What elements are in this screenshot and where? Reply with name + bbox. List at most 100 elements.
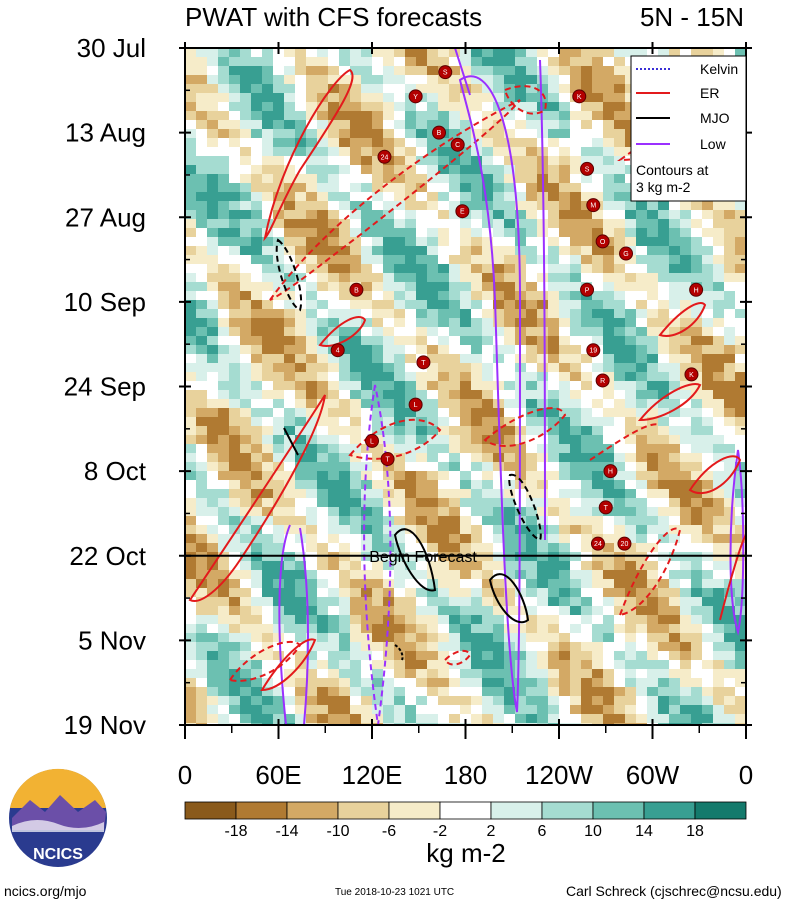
pwat-cell [240, 237, 252, 247]
pwat-cell [273, 363, 285, 373]
pwat-cell [559, 309, 571, 319]
pwat-cell [328, 633, 340, 643]
pwat-cell [625, 570, 637, 580]
pwat-cell [438, 579, 450, 589]
storm-icon [598, 500, 613, 515]
pwat-cell [603, 480, 615, 490]
pwat-cell [735, 435, 746, 445]
pwat-cell [196, 246, 208, 256]
pwat-cell [603, 102, 615, 112]
pwat-cell [383, 336, 395, 346]
pwat-cell [504, 525, 516, 535]
pwat-cell [295, 138, 307, 148]
pwat-cell [328, 444, 340, 454]
pwat-cell [647, 687, 659, 697]
pwat-cell [614, 192, 626, 202]
pwat-cell [229, 129, 241, 139]
pwat-cell [537, 111, 549, 121]
pwat-cell [251, 210, 263, 220]
pwat-cell [548, 201, 560, 211]
pwat-cell [449, 498, 461, 508]
pwat-cell [262, 669, 274, 679]
pwat-cell [185, 642, 197, 652]
pwat-cell [405, 210, 417, 220]
pwat-cell [669, 399, 681, 409]
pwat-cell [559, 300, 571, 310]
pwat-cell [273, 498, 285, 508]
pwat-cell [328, 84, 340, 94]
wave-contour [483, 407, 567, 447]
pwat-cell [614, 408, 626, 418]
pwat-cell [559, 147, 571, 157]
pwat-cell [251, 129, 263, 139]
pwat-cell [317, 273, 329, 283]
pwat-cell [647, 579, 659, 589]
pwat-cell [724, 363, 736, 373]
pwat-cell [240, 111, 252, 121]
pwat-cell [482, 453, 494, 463]
pwat-cell [361, 48, 373, 58]
pwat-cell [438, 57, 450, 67]
pwat-cell [306, 327, 318, 337]
pwat-cell [229, 174, 241, 184]
pwat-cell [581, 300, 593, 310]
pwat-cell [306, 498, 318, 508]
pwat-cell [625, 453, 637, 463]
pwat-cell [427, 219, 439, 229]
pwat-cell [438, 75, 450, 85]
pwat-cell [394, 597, 406, 607]
pwat-cell [724, 318, 736, 328]
pwat-cell [350, 345, 362, 355]
pwat-cell [339, 309, 351, 319]
pwat-cell [339, 453, 351, 463]
pwat-cell [295, 57, 307, 67]
pwat-cell [262, 489, 274, 499]
storm-id: B [354, 287, 359, 294]
pwat-cell [603, 345, 615, 355]
pwat-cell [306, 426, 318, 436]
pwat-cell [361, 642, 373, 652]
pwat-cell [614, 669, 626, 679]
pwat-cell [273, 66, 285, 76]
pwat-cell [625, 318, 637, 328]
pwat-cell [658, 462, 670, 472]
pwat-cell [559, 399, 571, 409]
pwat-cell [647, 534, 659, 544]
pwat-cell [493, 705, 505, 715]
pwat-cell [295, 75, 307, 85]
pwat-cell [350, 408, 362, 418]
pwat-cell [218, 624, 230, 634]
pwat-cell [207, 435, 219, 445]
pwat-cell [702, 507, 714, 517]
pwat-cell [548, 426, 560, 436]
pwat-cell [735, 201, 746, 211]
pwat-cell [460, 300, 472, 310]
pwat-cell [295, 390, 307, 400]
pwat-cell [460, 453, 472, 463]
pwat-cell [735, 561, 746, 571]
pwat-cell [713, 246, 725, 256]
pwat-cell [537, 57, 549, 67]
pwat-cell [240, 696, 252, 706]
storm-id: L [414, 402, 418, 409]
pwat-cell [559, 588, 571, 598]
pwat-cell [460, 633, 472, 643]
pwat-cell [328, 237, 340, 247]
pwat-cell [702, 219, 714, 229]
pwat-cell [482, 345, 494, 355]
pwat-cell [240, 624, 252, 634]
pwat-cell [394, 705, 406, 715]
pwat-cell [207, 615, 219, 625]
pwat-cell [482, 651, 494, 661]
pwat-cell [251, 426, 263, 436]
pwat-cell [449, 264, 461, 274]
pwat-cell [339, 444, 351, 454]
pwat-cell [460, 498, 472, 508]
pwat-cell [724, 219, 736, 229]
pwat-cell [570, 633, 582, 643]
pwat-cell [713, 471, 725, 481]
pwat-cell [427, 480, 439, 490]
pwat-cell [647, 624, 659, 634]
pwat-cell [317, 102, 329, 112]
pwat-cell [218, 327, 230, 337]
